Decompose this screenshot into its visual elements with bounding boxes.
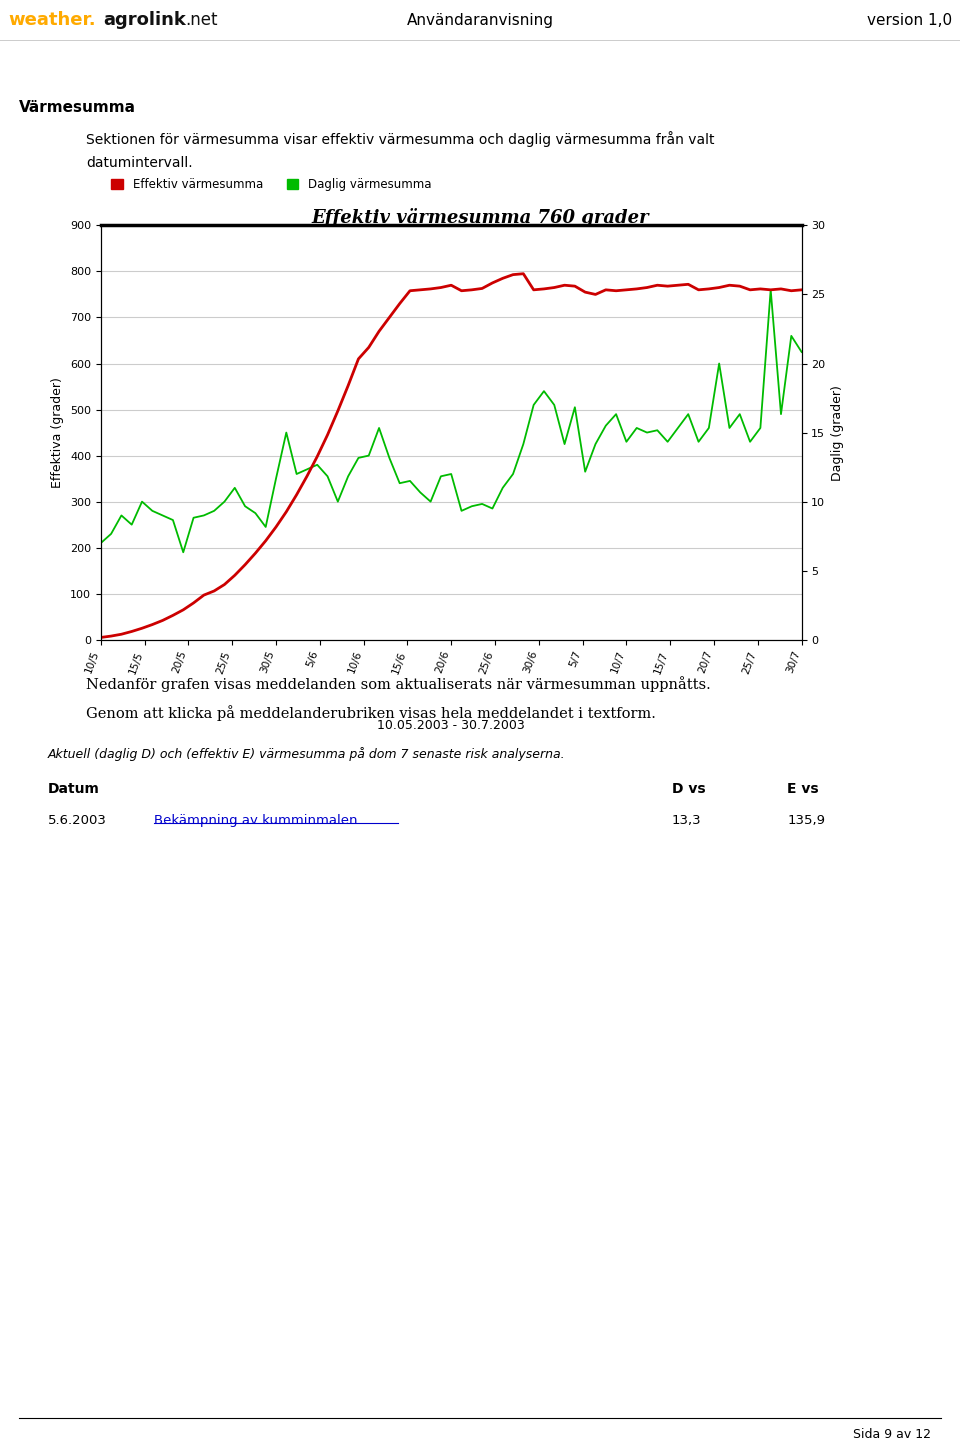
Text: Genom att klicka på meddelanderubriken visas hela meddelandet i textform.: Genom att klicka på meddelanderubriken v… (86, 705, 657, 721)
Text: Aktuell (daglig D) och (effektiv E) värmesumma på dom 7 senaste risk analyserna.: Aktuell (daglig D) och (effektiv E) värm… (48, 747, 565, 762)
Y-axis label: Effektiva (grader): Effektiva (grader) (52, 377, 64, 489)
Text: version 1,0: version 1,0 (867, 13, 952, 28)
Text: D vs: D vs (672, 782, 706, 797)
Text: 13,3: 13,3 (672, 814, 702, 827)
Text: Värmesumma: Värmesumma (19, 100, 136, 115)
Text: Nedanför grafen visas meddelanden som aktualiserats när värmesumman uppnåtts.: Nedanför grafen visas meddelanden som ak… (86, 676, 711, 692)
Text: Användaranvisning: Användaranvisning (406, 13, 554, 28)
Text: 135,9: 135,9 (787, 814, 826, 827)
Text: agrolink: agrolink (103, 12, 186, 29)
Text: weather.: weather. (8, 12, 96, 29)
Text: Sida 9 av 12: Sida 9 av 12 (853, 1428, 931, 1441)
Text: datumintervall.: datumintervall. (86, 156, 193, 170)
Legend: Effektiv värmesumma, Daglig värmesumma: Effektiv värmesumma, Daglig värmesumma (107, 173, 436, 196)
Text: Effektiv värmesumma 760 grader: Effektiv värmesumma 760 grader (311, 208, 649, 227)
Text: Sektionen för värmesumma visar effektiv värmesumma och daglig värmesumma från va: Sektionen för värmesumma visar effektiv … (86, 131, 715, 147)
Text: .net: .net (185, 12, 218, 29)
Y-axis label: Daglig (grader): Daglig (grader) (831, 385, 844, 480)
X-axis label: 10.05.2003 - 30.7.2003: 10.05.2003 - 30.7.2003 (377, 720, 525, 733)
Text: Bekämpning av kumminmalen: Bekämpning av kumminmalen (154, 814, 357, 827)
Text: 5.6.2003: 5.6.2003 (48, 814, 107, 827)
Text: Datum: Datum (48, 782, 100, 797)
Text: E vs: E vs (787, 782, 819, 797)
